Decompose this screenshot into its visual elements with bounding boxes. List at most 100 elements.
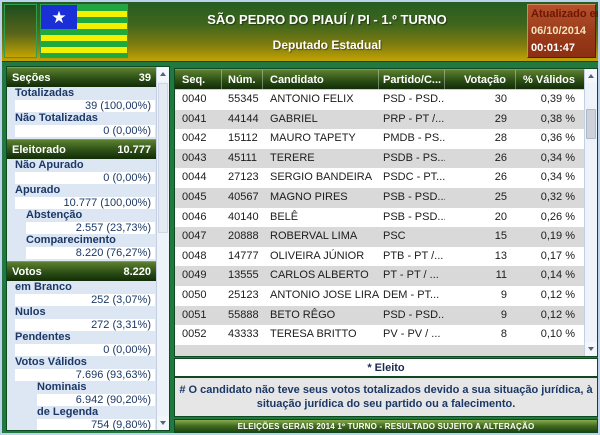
stat-label: em Branco (15, 281, 72, 293)
stat-value: 8.220 (76,27%) (26, 246, 155, 259)
cell-seq: 0044 (182, 171, 207, 184)
cell-partido: PSC (383, 230, 406, 243)
cell-votacao: 29 (494, 112, 507, 125)
cell-votacao: 11 (495, 269, 507, 282)
column-header-pct-validos: % Válidos (523, 74, 575, 86)
cell-pct-validos: 0,39 % (540, 93, 575, 105)
column-header-candidato: Candidato (263, 70, 379, 89)
scrollbar-thumb[interactable] (158, 83, 168, 233)
table-scrollbar[interactable] (584, 69, 597, 356)
updated-date: 06/10/2014 (531, 25, 587, 37)
scroll-up-icon (160, 72, 166, 76)
scroll-down-button[interactable] (157, 416, 169, 430)
cell-num: 15112 (228, 132, 258, 145)
cell-num: 40567 (228, 190, 259, 203)
header-corner-panel (4, 4, 37, 58)
cell-seq: 0049 (182, 269, 207, 282)
stat-label: Abstenção (26, 209, 83, 221)
sidebar-content: Seções 39 Totalizadas 39 (100,00%) Não T… (7, 67, 156, 430)
stat-label: de Legenda (37, 406, 99, 418)
cell-num: 25123 (228, 288, 259, 301)
scroll-up-button[interactable] (585, 69, 597, 83)
table-row[interactable]: 0049 13555 CARLOS ALBERTO PT - PT / ... … (175, 266, 584, 286)
section-header: Seções 39 (7, 67, 156, 87)
cell-votacao: 9 (500, 308, 507, 321)
cell-candidato: OLIVEIRA JÚNIOR (270, 249, 365, 262)
stat-value: 272 (3,31%) (15, 318, 155, 331)
table-row[interactable]: 0051 55888 BETO RÊGO PSD - PSD... 9 0,12… (175, 305, 584, 326)
column-header-seq: Seq. (175, 70, 222, 89)
cell-num: 27123 (228, 171, 259, 184)
stat-value: 252 (3,07%) (15, 293, 155, 306)
sidebar-scrollbar[interactable] (156, 67, 169, 430)
partial-row (175, 344, 584, 353)
header-titles: SÃO PEDRO DO PIAUÍ / PI - 1.º TURNO Depu… (132, 2, 522, 62)
cell-num: 44144 (228, 112, 259, 125)
cell-candidato: TERESA BRITTO (270, 328, 357, 341)
scrollbar-thumb[interactable] (586, 109, 596, 139)
table-row[interactable]: 0047 20888 ROBERVAL LIMA PSC 15 0,19 % (175, 227, 584, 247)
cell-seq: 0052 (182, 328, 207, 341)
flag-star-icon: ★ (51, 7, 67, 27)
table-row[interactable]: 0052 43333 TERESA BRITTO PV - PV / ... 8… (175, 325, 584, 345)
cell-num: 14777 (228, 249, 259, 262)
cell-pct-validos: 0,10 % (540, 328, 575, 341)
table-row[interactable]: 0044 27123 SERGIO BANDEIRA PSDC - PT... … (175, 168, 584, 188)
cell-seq: 0041 (182, 112, 207, 125)
piaui-flag: ★ (40, 4, 128, 58)
cell-partido: PTB - PT /... (383, 249, 444, 262)
cell-partido: DEM - PT... (383, 288, 440, 301)
flag-canton: ★ (41, 5, 77, 29)
cell-votacao: 30 (494, 93, 507, 105)
stat-value: 2.557 (23,73%) (26, 221, 155, 234)
cell-seq: 0048 (182, 249, 207, 262)
cell-seq: 0046 (182, 210, 207, 223)
cell-pct-validos: 0,17 % (540, 249, 575, 262)
elected-note: * Eleito (174, 358, 598, 377)
cell-num: 40140 (228, 210, 259, 223)
table-row[interactable]: 0050 25123 ANTONIO JOSE LIRA DEM - PT...… (175, 285, 584, 306)
cell-seq: 0047 (182, 230, 207, 243)
cell-votacao: 25 (494, 190, 507, 203)
table-row[interactable]: 0043 45111 TERERE PSDB - PS... 26 0,34 % (175, 148, 584, 169)
cell-num: 13555 (228, 269, 259, 282)
section-total: 10.777 (117, 143, 151, 156)
cell-seq: 0040 (182, 93, 207, 105)
table-row[interactable]: 0041 44144 GABRIEL PRP - PT /... 29 0,38… (175, 109, 584, 130)
table-row[interactable]: 0040 55345 ANTONIO FELIX PSD - PSD... 30… (175, 90, 584, 110)
cell-num: 55888 (228, 308, 259, 321)
cell-partido: PSD - PSD... (383, 93, 445, 105)
cell-pct-validos: 0,12 % (540, 288, 575, 301)
table-row[interactable]: 0045 40567 MAGNO PIRES PSB - PSD... 25 0… (175, 187, 584, 208)
cell-pct-validos: 0,32 % (540, 190, 575, 203)
stat-label: Comparecimento (26, 234, 116, 246)
results-sidebar: Seções 39 Totalizadas 39 (100,00%) Não T… (6, 66, 170, 431)
updated-label: Atualizado em (531, 8, 600, 20)
cell-candidato: ANTONIO FELIX (270, 93, 354, 105)
page-subtitle: Deputado Estadual (272, 37, 382, 52)
stat-label: Apurado (15, 184, 61, 196)
cell-partido: PSD - PSD... (383, 308, 445, 321)
stat-value: 0 (0,00%) (15, 343, 155, 356)
table-row[interactable]: 0048 14777 OLIVEIRA JÚNIOR PTB - PT /...… (175, 246, 584, 267)
stat-value: 10.777 (100,00%) (15, 196, 155, 209)
table-row[interactable]: 0042 15112 MAURO TAPETY PMDB - PS... 28 … (175, 129, 584, 149)
scroll-down-icon (588, 347, 594, 351)
cell-num: 55345 (228, 93, 259, 105)
stat-label: Nulos (15, 306, 46, 318)
cell-seq: 0050 (182, 288, 207, 301)
stat-label: Votos Válidos (15, 356, 87, 368)
cell-partido: PSDC - PT... (383, 171, 445, 184)
cell-candidato: MAURO TAPETY (270, 132, 356, 145)
table-row[interactable]: 0046 40140 BELÊ PSB - PSD... 20 0,26 % (175, 207, 584, 228)
column-header-partido: Partido/C... (379, 70, 445, 89)
candidates-table: Seq. Núm. Candidato Partido/C... Votação… (174, 68, 598, 357)
scroll-down-button[interactable] (585, 342, 597, 356)
footer-banner: ELEIÇÕES GERAIS 2014 1º TURNO - RESULTAD… (174, 419, 598, 433)
cell-pct-validos: 0,19 % (540, 230, 575, 243)
scroll-up-button[interactable] (157, 67, 169, 81)
stat-value: 0 (0,00%) (15, 124, 155, 137)
cell-candidato: GABRIEL (270, 112, 318, 125)
updated-panel: Atualizado em 06/10/2014 00:01:47 (527, 4, 600, 58)
cell-votacao: 15 (494, 230, 507, 243)
